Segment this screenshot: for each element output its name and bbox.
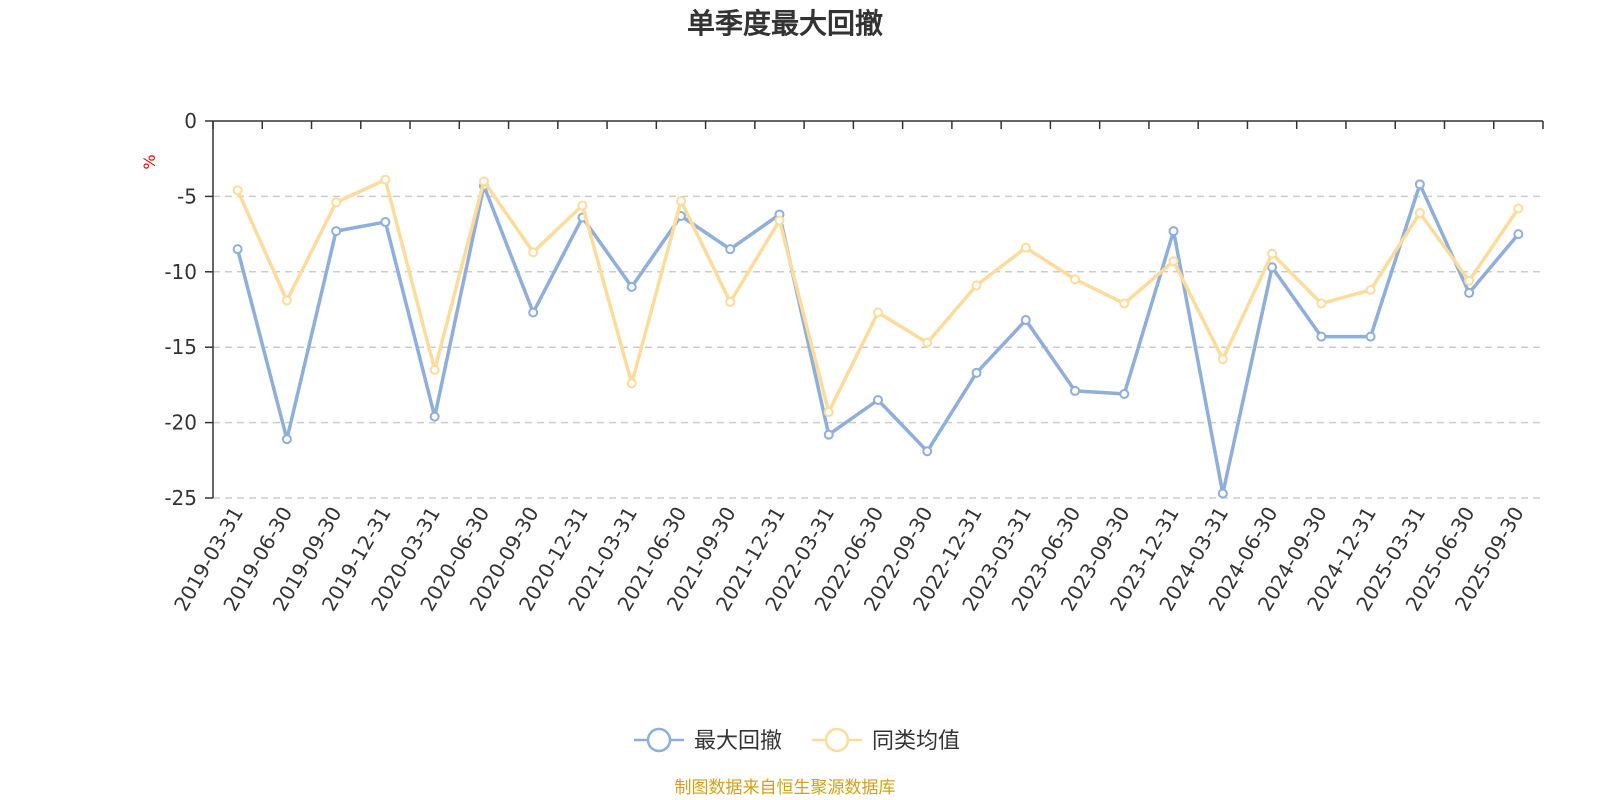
data-point	[1416, 209, 1424, 217]
data-point	[431, 366, 439, 374]
data-point	[825, 431, 833, 439]
data-point	[628, 283, 636, 291]
data-point	[1514, 204, 1522, 212]
data-point	[973, 369, 981, 377]
data-point	[1170, 257, 1178, 265]
data-point	[1465, 277, 1473, 285]
legend[interactable]: 最大回撤 同类均值	[634, 729, 960, 754]
chart-title: 单季度最大回撤	[687, 7, 883, 40]
data-point	[332, 227, 340, 235]
data-point	[677, 197, 685, 205]
source-note: 制图数据来自恒生聚源数据库	[675, 778, 896, 798]
grid-lines	[213, 196, 1543, 498]
chart: 单季度最大回撤 % 0 -5 -10 -15 -20 -25 2019-03-312019…	[0, 0, 1600, 800]
data-point	[431, 413, 439, 421]
data-point	[480, 177, 488, 185]
data-point	[381, 176, 389, 184]
series-group	[234, 176, 1523, 498]
data-point	[529, 309, 537, 317]
data-point	[1268, 250, 1276, 258]
legend-item[interactable]: 最大回撤	[634, 729, 782, 754]
data-point	[923, 339, 931, 347]
data-point	[1219, 489, 1227, 497]
data-point	[874, 309, 882, 317]
y-tick-label: -15	[164, 335, 197, 359]
data-point	[1317, 333, 1325, 341]
data-point	[1367, 286, 1375, 294]
data-point	[1120, 390, 1128, 398]
data-point	[1465, 289, 1473, 297]
y-tick-label: -5	[177, 184, 197, 208]
legend-marker	[648, 729, 670, 751]
data-point	[234, 186, 242, 194]
y-tick-labels: 0 -5 -10 -15 -20 -25	[164, 109, 197, 510]
data-point	[283, 296, 291, 304]
data-point	[1514, 230, 1522, 238]
legend-label: 同类均值	[872, 729, 960, 754]
data-point	[283, 435, 291, 443]
data-point	[1170, 227, 1178, 235]
data-point	[1416, 180, 1424, 188]
data-point	[332, 198, 340, 206]
data-point	[1219, 355, 1227, 363]
data-point	[381, 218, 389, 226]
data-point	[529, 248, 537, 256]
series-line	[238, 184, 1519, 493]
series-line	[238, 180, 1519, 412]
x-tick-labels: 2019-03-312019-06-302019-09-302019-12-31…	[169, 502, 1529, 615]
data-point	[1268, 263, 1276, 271]
data-point	[234, 245, 242, 253]
data-point	[923, 447, 931, 455]
legend-marker	[826, 729, 848, 751]
data-point	[825, 408, 833, 416]
y-tick-label: 0	[184, 109, 197, 133]
y-tick-label: -10	[164, 260, 197, 284]
data-point	[628, 379, 636, 387]
y-axis-unit: %	[140, 154, 159, 169]
data-point	[578, 201, 586, 209]
data-point	[1071, 275, 1079, 283]
data-point	[726, 298, 734, 306]
y-tick-label: -25	[164, 486, 197, 510]
data-point	[1367, 333, 1375, 341]
data-point	[874, 396, 882, 404]
legend-label: 最大回撤	[694, 729, 782, 754]
data-point	[1317, 299, 1325, 307]
data-point	[726, 245, 734, 253]
legend-item[interactable]: 同类均值	[812, 729, 960, 754]
y-tick-label: -20	[164, 411, 197, 435]
data-point	[1120, 299, 1128, 307]
data-point	[1022, 244, 1030, 252]
axes	[205, 121, 1543, 498]
data-point	[775, 217, 783, 225]
data-point	[973, 281, 981, 289]
data-point	[1022, 316, 1030, 324]
data-point	[1071, 387, 1079, 395]
